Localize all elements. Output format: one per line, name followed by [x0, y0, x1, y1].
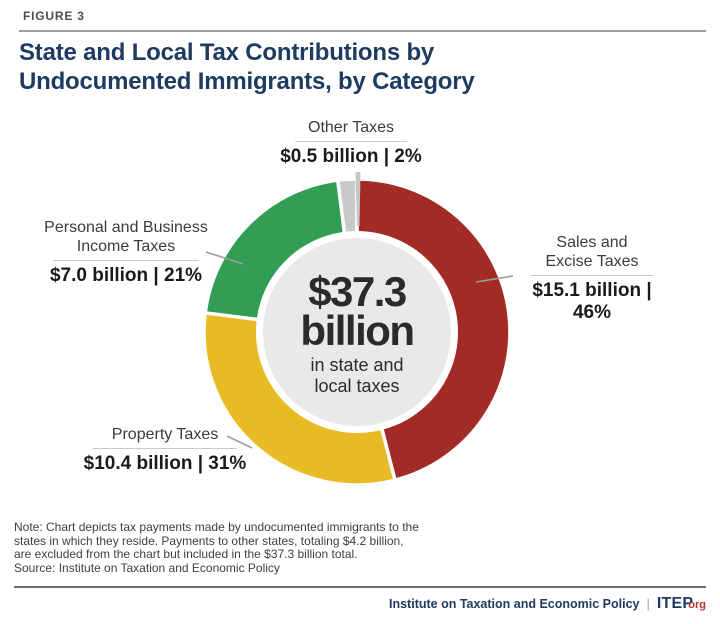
other-taxes-underline — [295, 141, 407, 142]
footer: Institute on Taxation and Economic Polic… — [389, 595, 706, 613]
callout-property-taxes: Property Taxes $10.4 billion | 31% — [84, 425, 247, 475]
footer-org-name: Institute on Taxation and Economic Polic… — [389, 597, 640, 611]
note-line-2: states in which they reside. Payments to… — [14, 533, 404, 548]
leader-lines-group — [205, 172, 514, 449]
total-unit: billion — [300, 307, 415, 354]
figure-number-label: FIGURE 3 — [23, 9, 85, 23]
header-divider — [19, 30, 706, 32]
note-line-1: Note: Chart depicts tax payments made by… — [14, 520, 419, 534]
sales-taxes-leader-line — [475, 275, 514, 283]
sales-taxes-value: $15.1 billion | 46% — [532, 280, 652, 323]
note-block: Note: Chart depicts tax payments made by… — [14, 520, 419, 575]
sales-taxes-underline — [531, 275, 653, 276]
income-taxes-leader-line — [205, 251, 244, 265]
property-taxes-underline — [92, 448, 237, 449]
other-taxes-leader-line — [355, 172, 361, 226]
property-taxes-label: Property Taxes — [111, 426, 219, 443]
other-taxes-value: $0.5 billion | 2% — [280, 146, 422, 167]
property-taxes-value: $10.4 billion | 31% — [83, 453, 247, 474]
total-amount: $37.3 — [308, 268, 407, 315]
note-line-3: are excluded from the chart but included… — [14, 547, 358, 561]
itep-logo-suffix: org — [688, 599, 706, 611]
footer-separator: | — [646, 596, 650, 611]
total-caption-line2: local taxes — [314, 376, 400, 396]
itep-logo: ITEPorg — [657, 595, 706, 613]
income-taxes-value: $7.0 billion | 21% — [49, 265, 203, 286]
donut-center-total: $37.3 billion in state and local taxes — [247, 268, 467, 397]
property-taxes-leader-line — [226, 435, 253, 449]
other-taxes-label: Other Taxes — [308, 119, 394, 136]
income-taxes-underline — [53, 260, 199, 261]
footer-divider — [14, 586, 706, 588]
income-taxes-label-line2: Income Taxes — [76, 238, 176, 255]
page-title-line2: Undocumented Immigrants, by Category — [19, 68, 475, 95]
callout-other-taxes: Other Taxes $0.5 billion | 2% — [280, 118, 422, 168]
page-title: State and Local Tax Contributions by Und… — [19, 38, 475, 96]
page-title-line1: State and Local Tax Contributions by — [19, 39, 435, 66]
total-caption-line1: in state and — [310, 355, 404, 375]
itep-logo-main: ITEP — [656, 595, 694, 612]
source-line: Source: Institute on Taxation and Econom… — [14, 560, 280, 575]
sales-taxes-label-line1: Sales and — [556, 234, 628, 251]
callout-income-taxes: Personal and Business Income Taxes $7.0 … — [44, 218, 208, 287]
donut-center-circle — [263, 238, 451, 426]
income-taxes-label-line1: Personal and Business — [44, 219, 208, 236]
callout-sales-taxes: Sales and Excise Taxes $15.1 billion | 4… — [528, 233, 656, 324]
sales-taxes-label-line2: Excise Taxes — [545, 253, 639, 270]
